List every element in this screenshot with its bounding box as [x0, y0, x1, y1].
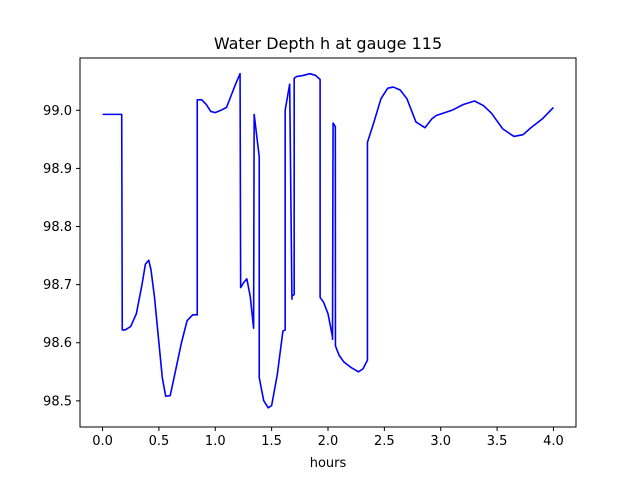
y-tick-label: 98.9	[43, 162, 72, 177]
x-tick-label: 0.5	[149, 434, 170, 449]
y-tick-label: 98.6	[43, 336, 72, 351]
y-tick-label: 98.5	[43, 394, 72, 409]
chart-title: Water Depth h at gauge 115	[214, 34, 442, 53]
y-tick-label: 98.7	[43, 278, 72, 293]
x-axis-label: hours	[310, 456, 347, 471]
x-tick-label: 1.0	[205, 434, 226, 449]
x-tick-label: 2.5	[374, 434, 395, 449]
x-tick-label: 3.5	[487, 434, 508, 449]
y-tick-label: 98.8	[43, 220, 72, 235]
y-tick-label: 99.0	[43, 104, 72, 119]
x-tick-label: 0.0	[92, 434, 113, 449]
series-line-0	[102, 72, 555, 409]
x-tick-label: 2.0	[318, 434, 339, 449]
x-tick-label: 3.0	[430, 434, 451, 449]
x-tick-label: 1.5	[261, 434, 282, 449]
plot-area: 0.0 0.5 1.0 1.5 2.0 2.5 3.0 3.5 4.0 98.5 98.6 98.7 9…	[43, 57, 577, 449]
x-tick-label: 4.0	[543, 434, 564, 449]
